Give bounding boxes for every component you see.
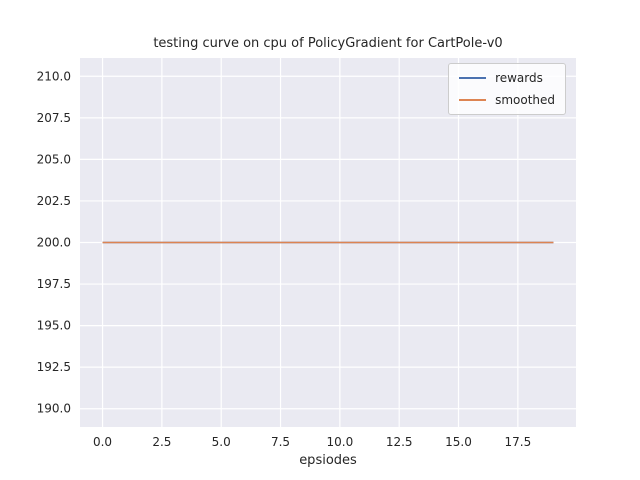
- y-tick-label: 192.5: [37, 360, 71, 374]
- x-axis-label: epsiodes: [299, 453, 357, 468]
- legend: rewards smoothed: [448, 63, 566, 115]
- legend-item-smoothed: smoothed: [459, 93, 555, 107]
- legend-label-rewards: rewards: [495, 71, 543, 85]
- y-tick-label: 195.0: [37, 319, 71, 333]
- x-tick-label: 2.5: [152, 435, 171, 449]
- y-tick-label: 202.5: [37, 194, 71, 208]
- legend-label-smoothed: smoothed: [495, 93, 555, 107]
- legend-swatch-smoothed: [459, 99, 487, 101]
- y-tick-label: 205.0: [37, 152, 71, 166]
- x-tick-label: 0.0: [93, 435, 112, 449]
- x-tick-label: 12.5: [386, 435, 413, 449]
- y-tick-label: 210.0: [37, 69, 71, 83]
- chart-title: testing curve on cpu of PolicyGradient f…: [153, 36, 503, 51]
- x-tick-label: 5.0: [212, 435, 231, 449]
- y-tick-label: 197.5: [37, 277, 71, 291]
- y-tick-label: 190.0: [37, 402, 71, 416]
- x-tick-label: 7.5: [271, 435, 290, 449]
- legend-swatch-rewards: [459, 77, 487, 79]
- y-tick-label: 207.5: [37, 111, 71, 125]
- x-tick-label: 15.0: [445, 435, 472, 449]
- x-tick-label: 17.5: [504, 435, 531, 449]
- x-tick-label: 10.0: [327, 435, 354, 449]
- legend-item-rewards: rewards: [459, 71, 555, 85]
- y-tick-label: 200.0: [37, 236, 71, 250]
